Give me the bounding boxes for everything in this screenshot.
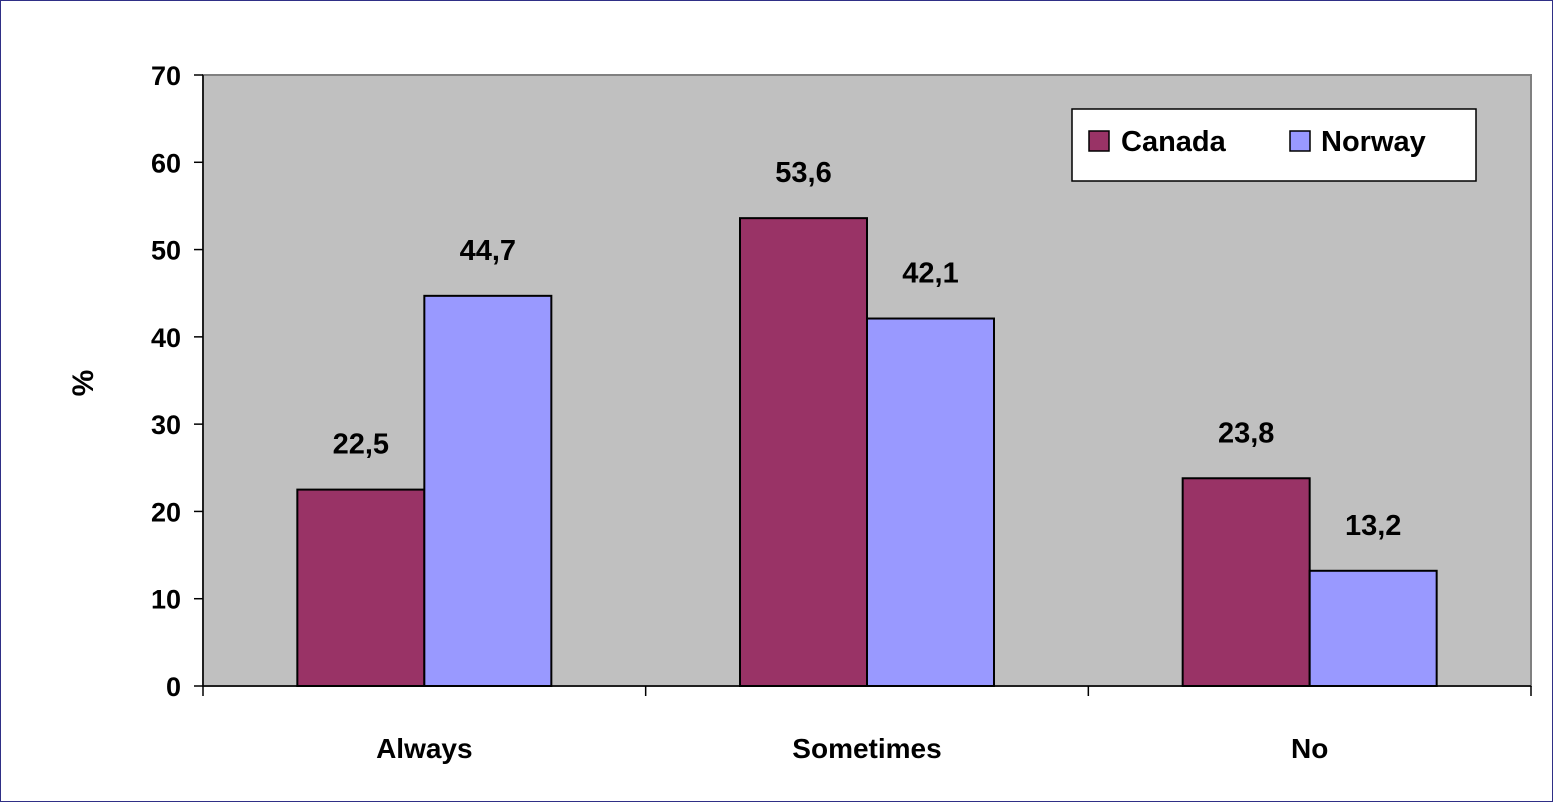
y-tick-label: 0 bbox=[166, 672, 181, 702]
x-tick-label-no: No bbox=[1291, 733, 1328, 764]
legend-swatch-canada bbox=[1088, 130, 1110, 152]
legend-box bbox=[1071, 108, 1477, 182]
bar-canada-no bbox=[1181, 477, 1311, 688]
bar-canada-sometimes bbox=[739, 217, 868, 688]
y-tick-label: 20 bbox=[151, 497, 181, 527]
data-label-canada-no: 23,8 bbox=[1218, 417, 1274, 449]
y-tick-label: 30 bbox=[151, 410, 181, 440]
bar-norway-always bbox=[423, 294, 553, 687]
y-tick-label: 10 bbox=[151, 585, 181, 615]
data-label-norway-always: 44,7 bbox=[460, 235, 516, 267]
bar-norway-no bbox=[1308, 569, 1438, 687]
legend-swatch-norway bbox=[1289, 130, 1311, 152]
legend-label-norway: Norway bbox=[1321, 126, 1426, 158]
data-label-canada-sometimes: 53,6 bbox=[775, 157, 831, 189]
data-label-norway-sometimes: 42,1 bbox=[902, 258, 958, 290]
legend-label-canada: Canada bbox=[1121, 126, 1227, 158]
legend: Canada Norway bbox=[1071, 108, 1477, 182]
y-tick-label: 70 bbox=[151, 61, 181, 91]
y-tick-label: 50 bbox=[151, 236, 181, 266]
y-tick-label: 40 bbox=[151, 323, 181, 353]
data-label-norway-no: 13,2 bbox=[1345, 510, 1401, 542]
data-label-canada-always: 22,5 bbox=[333, 429, 389, 461]
bar-norway-sometimes bbox=[866, 317, 995, 687]
x-tick-label-always: Always bbox=[376, 733, 473, 764]
y-tick-label: 60 bbox=[151, 148, 181, 178]
x-tick-label-sometimes: Sometimes bbox=[792, 733, 941, 764]
bar-canada-always bbox=[296, 488, 426, 687]
y-axis-label: % bbox=[67, 370, 100, 397]
